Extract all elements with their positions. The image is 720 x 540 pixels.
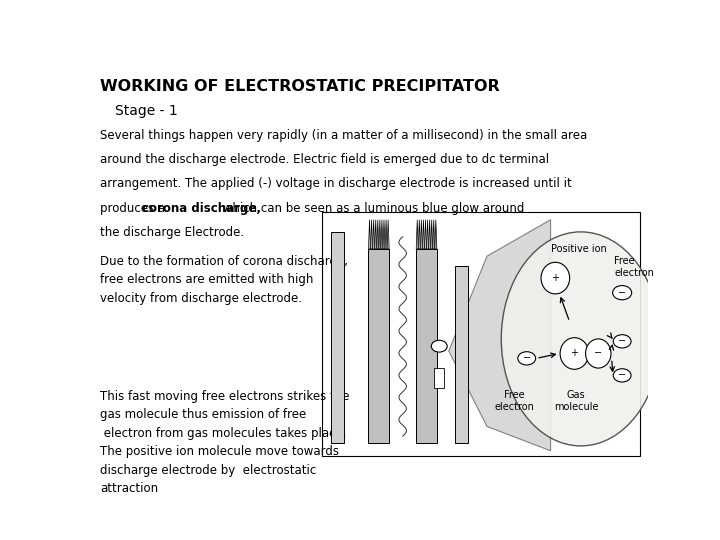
Text: Free
electron: Free electron [494, 390, 534, 411]
Bar [434, 368, 444, 388]
Polygon shape [416, 220, 418, 249]
Text: which can be seen as a luminous blue glow around: which can be seen as a luminous blue glo… [219, 201, 524, 214]
Polygon shape [387, 220, 389, 249]
Text: Free
electron: Free electron [614, 256, 654, 278]
Polygon shape [425, 220, 426, 249]
Circle shape [431, 340, 447, 352]
Text: −: − [594, 348, 603, 359]
Text: −: − [618, 336, 626, 346]
Polygon shape [435, 220, 437, 249]
Text: around the discharge electrode. Electric field is emerged due to dc terminal: around the discharge electrode. Electric… [100, 153, 549, 166]
Ellipse shape [585, 339, 611, 368]
Circle shape [613, 369, 631, 382]
Polygon shape [373, 220, 374, 249]
Text: Gas
molecule: Gas molecule [554, 390, 598, 411]
Text: +: + [552, 273, 559, 283]
Polygon shape [428, 220, 431, 249]
Text: Stage - 1: Stage - 1 [115, 104, 178, 118]
Polygon shape [418, 220, 420, 249]
Polygon shape [385, 220, 387, 249]
Polygon shape [423, 220, 425, 249]
Polygon shape [369, 220, 371, 249]
Ellipse shape [560, 338, 589, 369]
Text: +: + [570, 348, 578, 359]
Bar [322, 212, 639, 456]
Text: produces a: produces a [100, 201, 169, 214]
Polygon shape [379, 220, 381, 249]
Ellipse shape [501, 232, 660, 446]
Text: corona discharge,: corona discharge, [142, 201, 261, 214]
Text: Several things happen very rapidly (in a matter of a millisecond) in the small a: Several things happen very rapidly (in a… [100, 129, 588, 142]
Polygon shape [420, 220, 423, 249]
Text: arrangement. The applied (-) voltage in discharge electrode is increased until i: arrangement. The applied (-) voltage in … [100, 178, 572, 191]
Polygon shape [377, 220, 379, 249]
Polygon shape [449, 220, 551, 451]
Polygon shape [431, 220, 433, 249]
Text: Due to the formation of corona discharge,
free electrons are emitted with high
v: Due to the formation of corona discharge… [100, 255, 348, 305]
Polygon shape [383, 220, 385, 249]
Bar [331, 232, 344, 443]
Text: the discharge Electrode.: the discharge Electrode. [100, 226, 244, 239]
Polygon shape [371, 220, 373, 249]
Bar [455, 266, 468, 443]
Circle shape [518, 352, 536, 365]
Ellipse shape [541, 262, 570, 294]
Bar [369, 249, 389, 443]
Text: −: − [618, 370, 626, 380]
Bar [416, 249, 437, 443]
Text: −: − [523, 353, 531, 363]
Text: WORKING OF ELECTROSTATIC PRECIPITATOR: WORKING OF ELECTROSTATIC PRECIPITATOR [100, 79, 500, 94]
Circle shape [613, 335, 631, 348]
Polygon shape [374, 220, 377, 249]
Polygon shape [426, 220, 428, 249]
Polygon shape [381, 220, 383, 249]
Text: −: − [618, 288, 626, 298]
Text: This fast moving free electrons strikes the
gas molecule thus emission of free
 : This fast moving free electrons strikes … [100, 390, 349, 495]
Polygon shape [433, 220, 435, 249]
Circle shape [613, 286, 631, 300]
Text: Positive ion: Positive ion [551, 244, 606, 254]
